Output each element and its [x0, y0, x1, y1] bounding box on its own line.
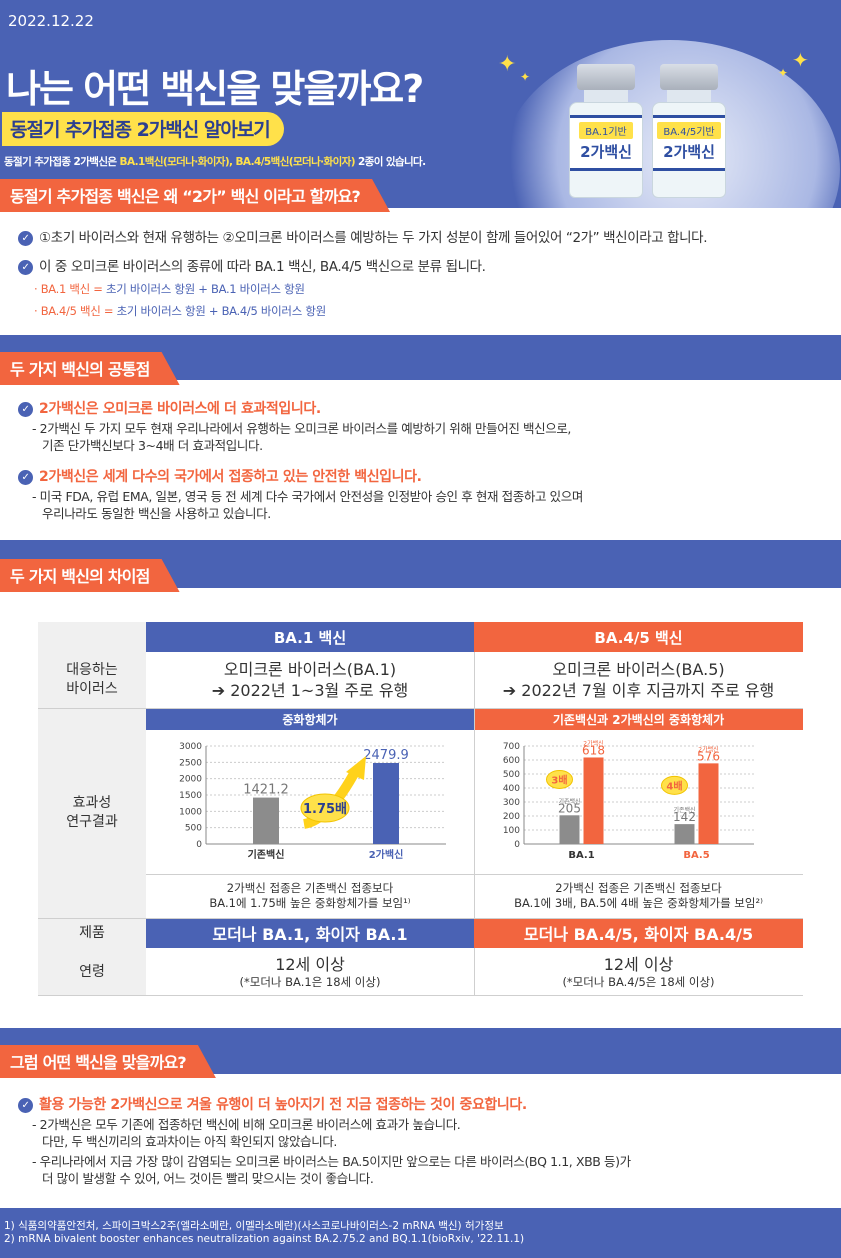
section1-panel	[0, 208, 841, 335]
row-label-effect: 효과성 연구결과	[38, 708, 146, 918]
section1-tab: 동절기 추가접종 백신은 왜 “2가” 백신 이라고 할까요?	[0, 179, 390, 212]
ratio-badge	[546, 769, 573, 789]
comparison-table: BA.1 백신 BA.4/5 백신 대응하는 바이러스 오미크론 바이러스(BA…	[38, 622, 803, 996]
section2-heading1: ✓ 2가백신은 오미크론 바이러스에 더 효과적입니다.	[18, 398, 321, 418]
data-label: 2479.9	[363, 748, 409, 763]
section4-panel	[0, 1074, 841, 1208]
section2-panel	[0, 380, 841, 540]
section2-para1: - 2가백신 두 가지 모두 현재 우리나라에서 유행하는 오미크론 바이러스를…	[32, 421, 571, 453]
chart1-title: 중화항체가	[146, 708, 474, 730]
data-label: 142	[673, 810, 696, 824]
age-ba45: 12세 이상 (*모더나 BA.4/5은 18세 이상)	[562, 955, 715, 989]
ratio-badge	[300, 793, 350, 823]
sparkle-icon: ✦	[792, 48, 809, 72]
bar	[583, 757, 604, 844]
y-tick-label: 400	[503, 784, 520, 794]
y-tick-label: 600	[503, 756, 520, 766]
col-header-ba1: BA.1 백신	[146, 622, 474, 652]
bar	[674, 824, 695, 844]
bar	[373, 762, 399, 844]
sparkle-icon: ✦	[520, 70, 531, 84]
section1-line1: ✓ ①초기 바이러스와 현재 유행하는 ②오미크론 바이러스를 예방하는 두 가지…	[18, 226, 707, 246]
subtitle-badge: 동절기 추가접종 2가백신 알아보기	[2, 112, 284, 146]
y-tick-label: 0	[514, 840, 520, 850]
y-tick-label: 0	[196, 840, 202, 850]
section2-tab: 두 가지 백신의 공통점	[0, 352, 180, 385]
age-ba1: 12세 이상 (*모더나 BA.1은 18세 이상)	[239, 955, 381, 989]
series-label: 기존백신	[673, 806, 695, 814]
virus-ba45: 오미크론 바이러스(BA.5) ➔ 2022년 7월 이후 지금까지 주로 유행	[502, 660, 775, 700]
ratio-label: 3배	[551, 773, 567, 786]
x-tick-label: 기존백신	[248, 848, 285, 861]
y-tick-label: 500	[503, 770, 520, 780]
footnotes: 1) 식품의약품안전처, 스파이크박스2주(엘라소메란, 이멜라소메란)(사스코…	[4, 1220, 524, 1246]
row-label-product: 제품	[38, 918, 146, 948]
check-icon: ✓	[18, 1097, 33, 1113]
y-tick-label: 1500	[179, 791, 202, 801]
section4-heading: ✓ 활용 가능한 2가백신으로 겨울 유행이 더 높아지기 전 지금 접종하는 것…	[18, 1094, 527, 1114]
series-label: 기존백신	[558, 797, 580, 805]
x-tick-label: BA.5	[683, 850, 709, 861]
x-tick-label: BA.1	[568, 850, 594, 861]
chart1-svg: 0 500 1000 1500 2000 2500 3000 1421.2 기존백신 2479.9…	[179, 742, 446, 861]
y-tick-label: 3000	[179, 742, 202, 752]
sparkle-icon: ✦	[778, 66, 789, 80]
product-ba45: 모더나 BA.4/5, 화이자 BA.4/5	[474, 918, 803, 948]
ratio-badge	[661, 775, 688, 795]
data-label: 576	[697, 749, 720, 763]
product-ba1: 모더나 BA.1, 화이자 BA.1	[146, 918, 474, 948]
bar	[698, 763, 719, 844]
note-ba45: 2가백신 접종은 기존백신 접종보다 BA.1에 3배, BA.5에 4배 높은 …	[514, 881, 763, 910]
sparkle-icon: ✦	[498, 52, 517, 77]
chart2-svg: 0100200300400500600700기존백신2052가백신618BA.1…	[503, 739, 754, 861]
section2-para2: - 미국 FDA, 유럽 EMA, 일본, 영국 등 전 세계 다수 국가에서 …	[32, 489, 583, 521]
row-label-virus: 대응하는 바이러스	[38, 652, 146, 708]
ratio-label: 1.75배	[303, 801, 347, 817]
y-tick-label: 1000	[179, 807, 202, 817]
y-tick-label: 2500	[179, 758, 202, 768]
col-header-ba45: BA.4/5 백신	[474, 622, 803, 652]
ba45-composition: · BA.4/5 백신 = 초기 바이러스 항원 + BA.4/5 바이러스 항…	[34, 304, 326, 318]
y-tick-label: 300	[503, 798, 520, 808]
y-tick-label: 200	[503, 812, 520, 822]
vaccine-bottle-ba1: BA.1기반 2가백신	[569, 64, 643, 198]
check-icon: ✓	[18, 259, 33, 275]
date: 2022.12.22	[8, 12, 94, 30]
main-title: 나는 어떤 백신을 맞을까요?	[6, 67, 424, 111]
section1-line2: ✓ 이 중 오미크론 바이러스의 종류에 따라 BA.1 백신, BA.4/5 백…	[18, 255, 486, 275]
section4-para2: - 우리나라에서 지금 가장 많이 감염되는 오미크론 바이러스는 BA.5이지…	[32, 1154, 631, 1186]
growth-arrow-head	[346, 756, 366, 780]
ba1-composition: · BA.1 백신 = 초기 바이러스 항원 + BA.1 바이러스 항원	[34, 282, 305, 296]
bar	[253, 797, 279, 844]
footnote-1: 1) 식품의약품안전처, 스파이크박스2주(엘라소메란, 이멜라소메란)(사스코…	[4, 1220, 504, 1232]
data-label: 205	[558, 801, 581, 815]
bar	[559, 815, 580, 844]
note-ba1: 2가백신 접종은 기존백신 접종보다 BA.1에 1.75배 높은 중화항체가를 …	[209, 881, 411, 910]
check-icon: ✓	[18, 469, 33, 485]
intro-text: 동절기 추가접종 2가백신은 BA.1백신(모더나·화이자), BA.4/5백신…	[4, 156, 426, 168]
row-label-age: 연령	[38, 948, 146, 996]
series-label: 2가백신	[698, 745, 718, 753]
y-tick-label: 700	[503, 742, 520, 752]
chart2-title: 기존백신과 2가백신의 중화항체가	[474, 708, 803, 730]
section4-tab: 그럼 어떤 백신을 맞을까요?	[0, 1045, 216, 1078]
section2-heading2: ✓ 2가백신은 세계 다수의 국가에서 접종하고 있는 안전한 백신입니다.	[18, 466, 422, 486]
footnote-2: 2) mRNA bivalent booster enhances neutra…	[4, 1233, 525, 1245]
check-icon: ✓	[18, 230, 33, 246]
series-label: 2가백신	[583, 739, 603, 747]
check-icon: ✓	[18, 401, 33, 417]
data-label: 1421.2	[243, 783, 289, 798]
vaccine-bottle-ba45: BA.4/5기반 2가백신	[652, 64, 726, 198]
ratio-label: 4배	[666, 779, 682, 792]
y-tick-label: 500	[185, 824, 202, 834]
virus-ba1: 오미크론 바이러스(BA.1) ➔ 2022년 1~3월 주로 유행	[211, 660, 409, 700]
x-tick-label: 2가백신	[369, 848, 404, 861]
data-label: 618	[582, 743, 605, 757]
section4-para1: - 2가백신은 모두 기존에 접종하던 백신에 비해 오미크론 바이러스에 효과…	[32, 1117, 461, 1149]
section3-tab: 두 가지 백신의 차이점	[0, 559, 180, 592]
y-tick-label: 100	[503, 826, 520, 836]
y-tick-label: 2000	[179, 775, 202, 785]
